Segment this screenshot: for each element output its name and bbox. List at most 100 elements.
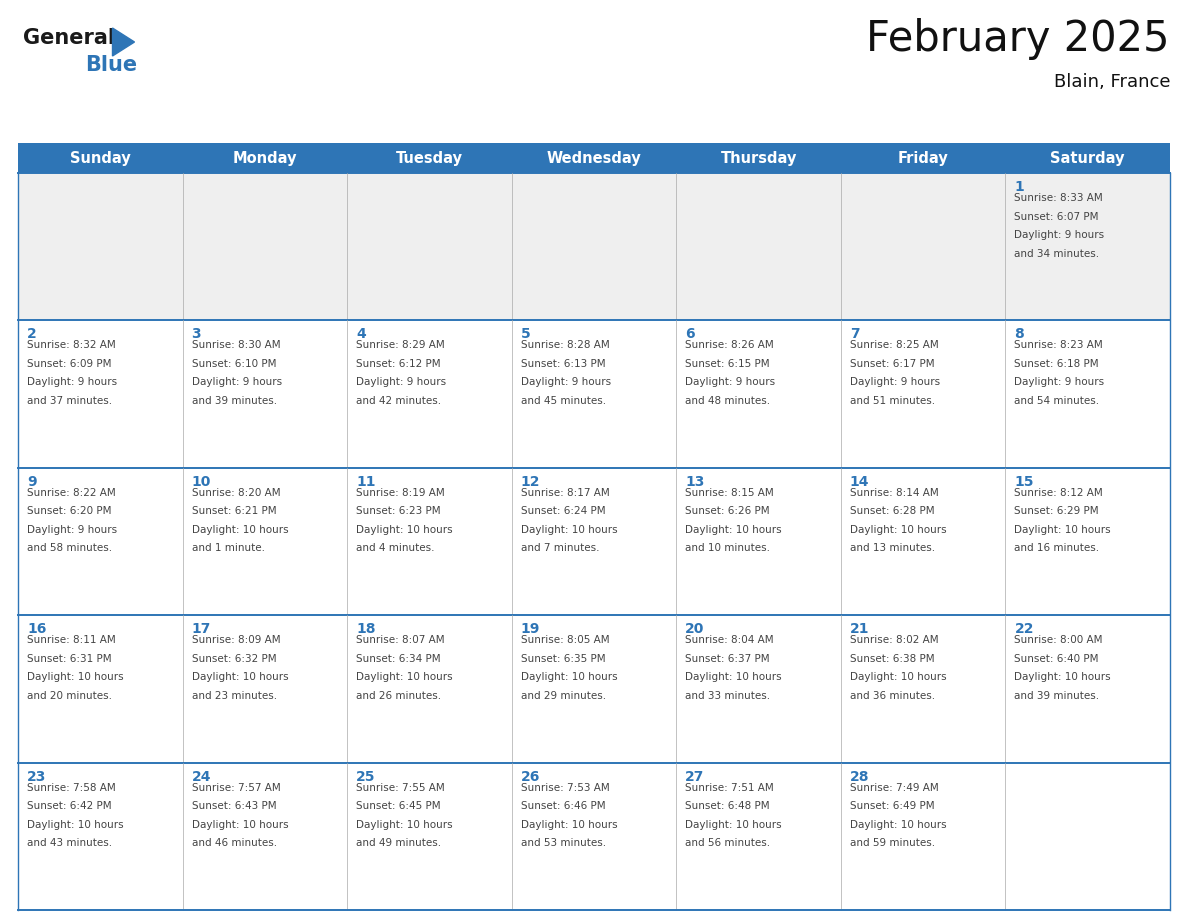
Text: and 54 minutes.: and 54 minutes.	[1015, 396, 1100, 406]
Text: Sunset: 6:29 PM: Sunset: 6:29 PM	[1015, 507, 1099, 516]
Text: and 20 minutes.: and 20 minutes.	[27, 690, 112, 700]
Text: Daylight: 9 hours: Daylight: 9 hours	[356, 377, 447, 387]
Bar	[18, 320, 1170, 468]
Text: Sunset: 6:17 PM: Sunset: 6:17 PM	[849, 359, 935, 369]
Text: 24: 24	[191, 769, 211, 784]
Text: Daylight: 10 hours: Daylight: 10 hours	[849, 525, 947, 535]
Text: 2: 2	[27, 328, 37, 341]
Text: 22: 22	[1015, 622, 1034, 636]
Text: Sunset: 6:10 PM: Sunset: 6:10 PM	[191, 359, 276, 369]
Text: Daylight: 10 hours: Daylight: 10 hours	[849, 820, 947, 830]
Text: Sunrise: 8:19 AM: Sunrise: 8:19 AM	[356, 487, 444, 498]
Text: and 10 minutes.: and 10 minutes.	[685, 543, 770, 554]
Text: Sunday: Sunday	[70, 151, 131, 165]
Text: Sunset: 6:31 PM: Sunset: 6:31 PM	[27, 654, 112, 664]
Text: Sunrise: 8:23 AM: Sunrise: 8:23 AM	[1015, 341, 1104, 351]
Text: 11: 11	[356, 475, 375, 488]
Text: Sunset: 6:46 PM: Sunset: 6:46 PM	[520, 801, 606, 812]
Text: Thursday: Thursday	[720, 151, 797, 165]
Text: and 34 minutes.: and 34 minutes.	[1015, 249, 1100, 259]
Text: 7: 7	[849, 328, 859, 341]
Text: Daylight: 10 hours: Daylight: 10 hours	[520, 525, 618, 535]
Text: 20: 20	[685, 622, 704, 636]
Text: Sunset: 6:43 PM: Sunset: 6:43 PM	[191, 801, 276, 812]
Text: Sunset: 6:20 PM: Sunset: 6:20 PM	[27, 507, 112, 516]
Bar	[18, 143, 1170, 173]
Text: 15: 15	[1015, 475, 1034, 488]
Text: Sunset: 6:45 PM: Sunset: 6:45 PM	[356, 801, 441, 812]
Text: Sunrise: 8:32 AM: Sunrise: 8:32 AM	[27, 341, 115, 351]
Text: and 13 minutes.: and 13 minutes.	[849, 543, 935, 554]
Text: Daylight: 10 hours: Daylight: 10 hours	[191, 820, 289, 830]
Text: 10: 10	[191, 475, 211, 488]
Text: 3: 3	[191, 328, 201, 341]
Bar	[18, 615, 1170, 763]
Text: and 56 minutes.: and 56 minutes.	[685, 838, 770, 848]
Text: Saturday: Saturday	[1050, 151, 1125, 165]
Text: Sunrise: 8:30 AM: Sunrise: 8:30 AM	[191, 341, 280, 351]
Text: Sunrise: 8:02 AM: Sunrise: 8:02 AM	[849, 635, 939, 645]
Text: Sunrise: 8:15 AM: Sunrise: 8:15 AM	[685, 487, 775, 498]
Text: General: General	[23, 28, 115, 48]
Text: Sunrise: 7:51 AM: Sunrise: 7:51 AM	[685, 783, 775, 792]
Text: Sunset: 6:15 PM: Sunset: 6:15 PM	[685, 359, 770, 369]
Text: and 29 minutes.: and 29 minutes.	[520, 690, 606, 700]
Text: Sunset: 6:13 PM: Sunset: 6:13 PM	[520, 359, 606, 369]
Text: Sunset: 6:07 PM: Sunset: 6:07 PM	[1015, 211, 1099, 221]
Text: Sunrise: 8:11 AM: Sunrise: 8:11 AM	[27, 635, 115, 645]
Text: and 4 minutes.: and 4 minutes.	[356, 543, 435, 554]
Text: Daylight: 10 hours: Daylight: 10 hours	[520, 820, 618, 830]
Text: 1: 1	[1015, 180, 1024, 194]
Text: Daylight: 10 hours: Daylight: 10 hours	[685, 672, 782, 682]
Bar	[18, 763, 1170, 910]
Text: Daylight: 9 hours: Daylight: 9 hours	[1015, 377, 1105, 387]
Text: Sunset: 6:32 PM: Sunset: 6:32 PM	[191, 654, 276, 664]
Text: Tuesday: Tuesday	[396, 151, 463, 165]
Text: Daylight: 9 hours: Daylight: 9 hours	[191, 377, 282, 387]
Text: Daylight: 10 hours: Daylight: 10 hours	[520, 672, 618, 682]
Text: Sunrise: 8:09 AM: Sunrise: 8:09 AM	[191, 635, 280, 645]
Text: Sunset: 6:24 PM: Sunset: 6:24 PM	[520, 507, 606, 516]
Text: and 45 minutes.: and 45 minutes.	[520, 396, 606, 406]
Text: and 26 minutes.: and 26 minutes.	[356, 690, 441, 700]
Text: Daylight: 9 hours: Daylight: 9 hours	[27, 525, 118, 535]
Text: Sunrise: 7:58 AM: Sunrise: 7:58 AM	[27, 783, 115, 792]
Text: Sunset: 6:48 PM: Sunset: 6:48 PM	[685, 801, 770, 812]
Text: 16: 16	[27, 622, 46, 636]
Text: 13: 13	[685, 475, 704, 488]
Text: Sunrise: 8:28 AM: Sunrise: 8:28 AM	[520, 341, 609, 351]
Text: Blue: Blue	[86, 55, 137, 75]
Text: Daylight: 9 hours: Daylight: 9 hours	[849, 377, 940, 387]
Text: 21: 21	[849, 622, 870, 636]
Text: Sunrise: 8:14 AM: Sunrise: 8:14 AM	[849, 487, 939, 498]
Text: Sunrise: 7:49 AM: Sunrise: 7:49 AM	[849, 783, 939, 792]
Text: Monday: Monday	[233, 151, 297, 165]
Text: and 16 minutes.: and 16 minutes.	[1015, 543, 1100, 554]
Text: Sunrise: 8:05 AM: Sunrise: 8:05 AM	[520, 635, 609, 645]
Text: Sunset: 6:12 PM: Sunset: 6:12 PM	[356, 359, 441, 369]
Text: and 37 minutes.: and 37 minutes.	[27, 396, 112, 406]
Text: and 48 minutes.: and 48 minutes.	[685, 396, 770, 406]
Text: Daylight: 10 hours: Daylight: 10 hours	[1015, 525, 1111, 535]
Text: Daylight: 10 hours: Daylight: 10 hours	[685, 820, 782, 830]
Text: Sunrise: 8:12 AM: Sunrise: 8:12 AM	[1015, 487, 1104, 498]
Text: and 7 minutes.: and 7 minutes.	[520, 543, 599, 554]
Text: Daylight: 10 hours: Daylight: 10 hours	[685, 525, 782, 535]
Text: Daylight: 10 hours: Daylight: 10 hours	[356, 525, 453, 535]
Text: 14: 14	[849, 475, 870, 488]
Text: Daylight: 10 hours: Daylight: 10 hours	[849, 672, 947, 682]
Text: Daylight: 9 hours: Daylight: 9 hours	[27, 377, 118, 387]
Text: Daylight: 9 hours: Daylight: 9 hours	[520, 377, 611, 387]
Text: Sunset: 6:38 PM: Sunset: 6:38 PM	[849, 654, 935, 664]
Text: and 23 minutes.: and 23 minutes.	[191, 690, 277, 700]
Text: Daylight: 10 hours: Daylight: 10 hours	[1015, 672, 1111, 682]
Text: Sunset: 6:40 PM: Sunset: 6:40 PM	[1015, 654, 1099, 664]
Text: Sunset: 6:18 PM: Sunset: 6:18 PM	[1015, 359, 1099, 369]
Text: 6: 6	[685, 328, 695, 341]
Text: Sunrise: 8:17 AM: Sunrise: 8:17 AM	[520, 487, 609, 498]
Bar	[18, 468, 1170, 615]
Text: Sunrise: 8:25 AM: Sunrise: 8:25 AM	[849, 341, 939, 351]
Text: Blain, France: Blain, France	[1054, 73, 1170, 91]
Text: Sunrise: 7:57 AM: Sunrise: 7:57 AM	[191, 783, 280, 792]
Text: and 42 minutes.: and 42 minutes.	[356, 396, 441, 406]
